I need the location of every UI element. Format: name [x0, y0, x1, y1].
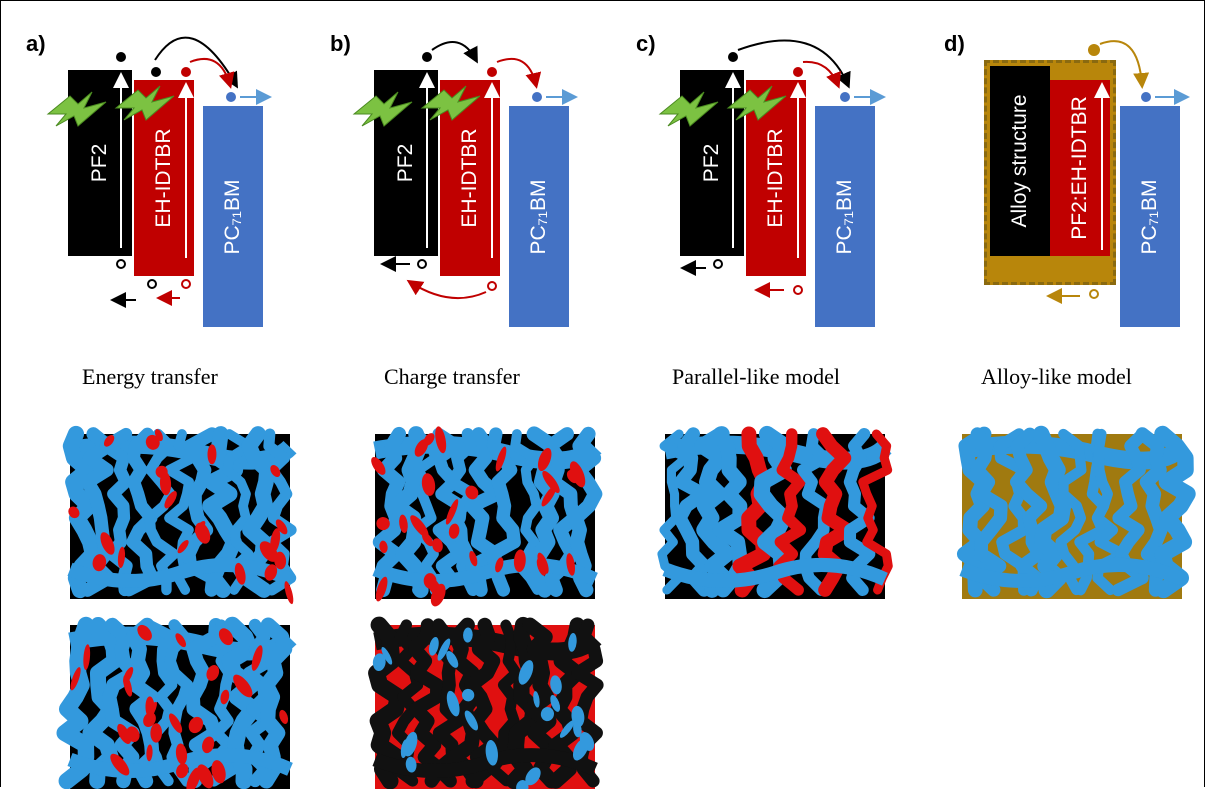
morphology-b2	[368, 616, 604, 789]
caption-energy-transfer: Energy transfer	[82, 364, 218, 389]
morphology-d	[956, 425, 1196, 599]
arrow-icon	[431, 41, 478, 64]
alloy-structure-block: Alloy structure	[990, 66, 1050, 256]
caption-alloy-like-model: Alloy-like model	[981, 364, 1132, 389]
hole-circle-icon	[487, 281, 497, 291]
lightning-bolt-icon	[727, 85, 787, 121]
electron-dot-icon	[116, 52, 126, 62]
lightning-bolt-icon	[47, 91, 107, 127]
pc71bm-block-a: PC₇₁BM	[203, 106, 263, 327]
arrow-icon	[737, 39, 851, 89]
caption-parallel-like-model: Parallel-like model	[672, 364, 840, 389]
electron-dot-icon	[728, 52, 738, 62]
arrow-icon	[1099, 40, 1150, 89]
hole-circle-icon	[1089, 289, 1099, 299]
pc71bm-block-d: PC₇₁BM	[1120, 106, 1180, 327]
electron-dot-icon	[532, 92, 542, 102]
electron-dot-icon	[422, 52, 432, 62]
morphology-b1	[371, 426, 603, 607]
electron-dot-icon	[840, 92, 850, 102]
panel-b-label: b)	[330, 31, 351, 56]
panel-c-arrows	[659, 39, 886, 298]
lightning-bolt-icon	[659, 91, 719, 127]
arrow-icon	[802, 60, 841, 89]
morphology-c	[657, 425, 893, 599]
hole-circle-icon	[417, 259, 427, 269]
hole-circle-icon	[116, 259, 126, 269]
panel-a-label: a)	[26, 31, 46, 56]
hole-circle-icon	[793, 285, 803, 295]
pf2-eh-idtbr-block: PF2:EH-IDTBR	[1050, 80, 1110, 256]
electron-dot-icon	[487, 67, 497, 77]
electron-dot-icon	[793, 67, 803, 77]
panel-a-arrows	[47, 36, 272, 308]
arrow-icon	[496, 57, 542, 89]
pc71bm-block-b: PC₇₁BM	[509, 106, 569, 327]
panel-c-label: c)	[636, 31, 656, 56]
lightning-bolt-icon	[115, 85, 175, 121]
panel-b-arrows	[353, 41, 578, 300]
lightning-bolt-icon	[421, 85, 481, 121]
electron-dot-icon	[226, 92, 236, 102]
pc71bm-block-c: PC₇₁BM	[815, 106, 875, 327]
lightning-bolt-icon	[353, 91, 413, 127]
morphology-a1	[62, 425, 297, 605]
panel-d-label: d)	[944, 31, 965, 56]
arrow-icon	[406, 279, 487, 300]
arrow-icon	[154, 36, 238, 89]
hole-circle-icon	[147, 279, 157, 289]
arrow-icon	[189, 57, 235, 89]
hole-circle-icon	[713, 259, 723, 269]
panel-d-arrows	[1046, 40, 1190, 304]
electron-dot-icon	[1141, 92, 1151, 102]
electron-dot-icon	[151, 67, 161, 77]
morphology-a2	[56, 616, 297, 789]
electron-dot-icon	[181, 67, 191, 77]
electron-dot-icon	[1088, 44, 1100, 56]
caption-charge-transfer: Charge transfer	[384, 364, 520, 389]
hole-circle-icon	[181, 279, 191, 289]
